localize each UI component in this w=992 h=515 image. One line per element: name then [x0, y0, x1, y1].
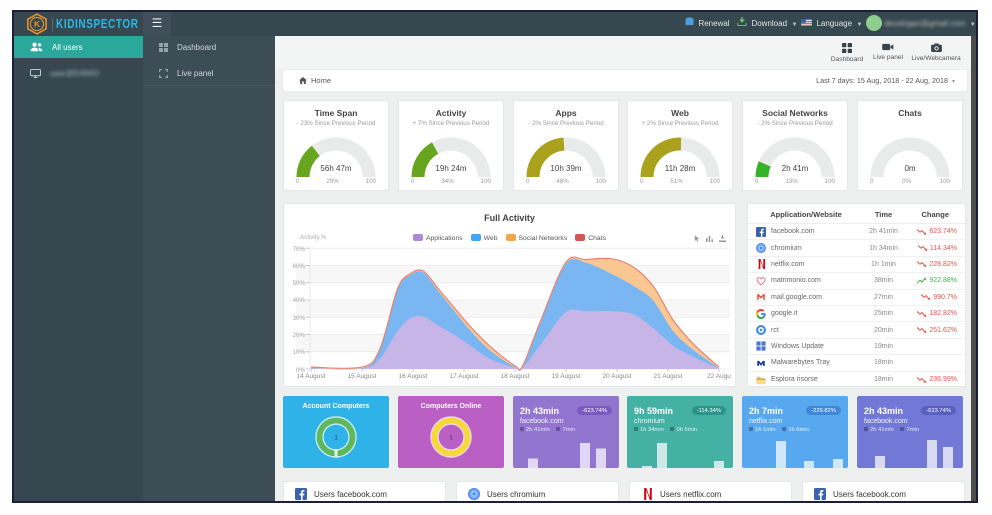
svg-text:K: K [34, 20, 40, 29]
svg-text:1: 1 [449, 435, 453, 442]
svg-text:1: 1 [334, 435, 338, 442]
